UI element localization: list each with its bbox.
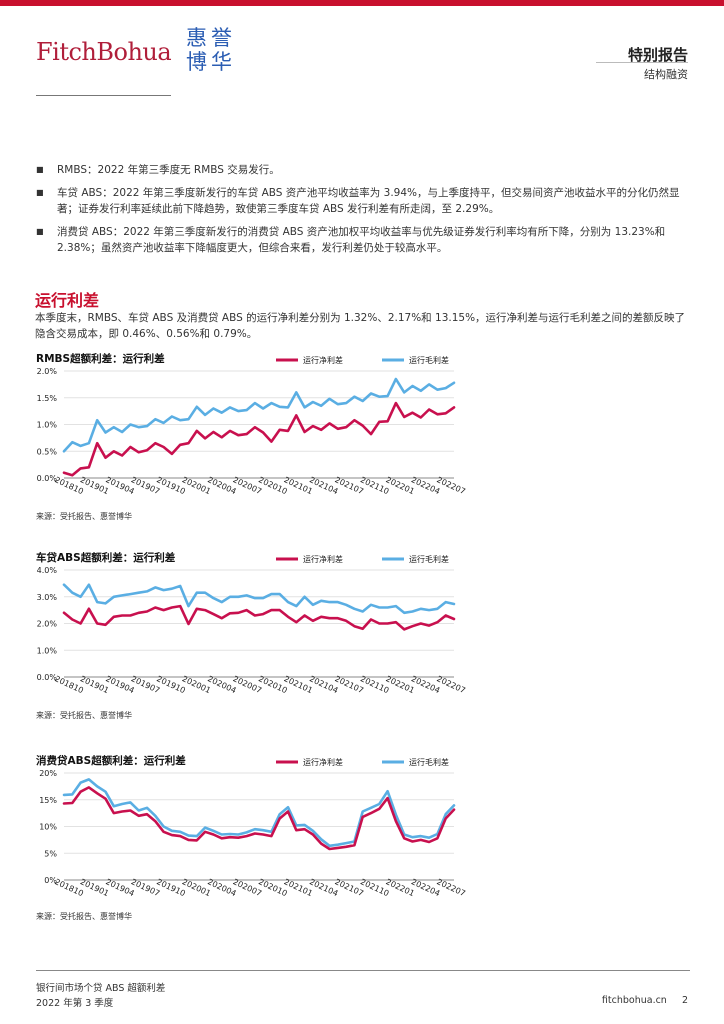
legend-label: 运行毛利差 bbox=[409, 355, 449, 365]
series-line-net bbox=[62, 786, 456, 851]
logo-chinese-seal: 惠誉博华 bbox=[186, 26, 236, 74]
report-type-title: 特别报告 bbox=[627, 46, 688, 64]
legend-label: 运行净利差 bbox=[303, 355, 343, 365]
y-tick-label: 0.0% bbox=[37, 474, 58, 483]
footer-site-link[interactable]: fitchbohua.cn bbox=[601, 995, 667, 1006]
y-tick-label: 0% bbox=[44, 876, 57, 885]
footer-divider bbox=[36, 970, 690, 971]
chart-source-note: 来源：受托报告、惠誉博华 bbox=[36, 912, 132, 921]
section-title: 运行利差 bbox=[35, 291, 100, 310]
series-line-gross bbox=[62, 377, 456, 453]
chart-title: 消费贷ABS超额利差：运行利差 bbox=[36, 754, 186, 767]
bullet-text: RMBS：2022 年第三季度无 RMBS 交易发行。 bbox=[57, 164, 280, 176]
y-tick-label: 0.0% bbox=[37, 673, 58, 682]
chart-title: RMBS超额利差：运行利差 bbox=[36, 352, 165, 365]
bullet-marker-icon: ■ bbox=[36, 165, 44, 174]
footer-report-period: 2022 年第 3 季度 bbox=[36, 998, 114, 1009]
series-line-gross bbox=[62, 778, 456, 848]
bullet-item: ■ RMBS：2022 年第三季度无 RMBS 交易发行。 bbox=[36, 162, 686, 178]
series-line-net bbox=[62, 401, 456, 477]
series-line-net bbox=[62, 604, 456, 631]
footer-site-and-page: fitchbohua.cn 2 bbox=[602, 995, 688, 1006]
bullet-text: 消费贷 ABS：2022 年第三季度新发行的消费贷 ABS 资产池加权平均收益率… bbox=[57, 226, 666, 254]
y-tick-label: 1.5% bbox=[37, 394, 58, 403]
consumer-abs-spread-chart: 消费贷ABS超额利差：运行利差 0% 5% 10% 15% 20% 201810 201901… bbox=[34, 754, 467, 906]
rmbs-chart-svg: RMBS超额利差：运行利差0.0%0.5%1.0%1.5%2.0%2018102… bbox=[36, 352, 467, 496]
consumer-abs-chart-svg: 消费贷ABS超额利差：运行利差0%5%10%15%20%201810201901… bbox=[36, 754, 467, 898]
chart-source-note: 来源：受托报告、惠誉博华 bbox=[36, 512, 132, 521]
series-line-gross bbox=[62, 583, 456, 615]
legend-label: 运行净利差 bbox=[303, 757, 343, 767]
top-brand-bar bbox=[0, 0, 724, 6]
report-category: 结构融资 bbox=[644, 68, 688, 81]
legend-label: 运行净利差 bbox=[303, 554, 343, 564]
y-tick-label: 1.0% bbox=[37, 421, 58, 430]
bullet-marker-icon: ■ bbox=[36, 227, 44, 236]
y-tick-label: 15% bbox=[39, 796, 57, 805]
section-body: 本季度末，RMBS、车贷 ABS 及消费贷 ABS 的运行净利差分别为 1.32… bbox=[35, 312, 686, 340]
y-tick-label: 5% bbox=[44, 849, 57, 858]
bullet-marker-icon: ■ bbox=[36, 188, 44, 197]
chart-title: 车贷ABS超额利差：运行利差 bbox=[36, 551, 176, 564]
auto-abs-spread-chart: 车贷ABS超额利差：运行利差 0.0% 1.0% 2.0% 3.0% 4.0% 201810… bbox=[34, 551, 467, 703]
page-number: 2 bbox=[681, 995, 688, 1006]
legend-label: 运行毛利差 bbox=[409, 554, 449, 564]
y-tick-label: 4.0% bbox=[37, 566, 58, 575]
logo-divider bbox=[36, 95, 171, 96]
y-tick-label: 0.5% bbox=[37, 447, 58, 456]
y-tick-label: 1.0% bbox=[37, 646, 58, 655]
logo-wordmark: FitchBohua bbox=[36, 38, 172, 66]
bullet-item: ■ 消费贷 ABS：2022 年第三季度新发行的消费贷 ABS 资产池加权平均收益… bbox=[36, 224, 686, 256]
y-tick-label: 2.0% bbox=[37, 367, 58, 376]
bullet-text: 车贷 ABS：2022 年第三季度新发行的车贷 ABS 资产池平均收益率为 3.… bbox=[57, 187, 680, 215]
y-tick-label: 3.0% bbox=[37, 593, 58, 602]
summary-bullet-list: ■ RMBS：2022 年第三季度无 RMBS 交易发行。 ■ 车贷 ABS：202… bbox=[36, 162, 686, 263]
y-tick-label: 20% bbox=[39, 769, 57, 778]
bullet-item: ■ 车贷 ABS：2022 年第三季度新发行的车贷 ABS 资产池平均收益率为 3… bbox=[36, 185, 686, 217]
rmbs-spread-chart: RMBS超额利差：运行利差 0.0% 0.5% 1.0% 1.5% 2.0% 201810 2… bbox=[34, 352, 467, 504]
footer-report-title: 银行间市场个贷 ABS 超额利差 bbox=[36, 983, 166, 994]
y-tick-label: 2.0% bbox=[37, 620, 58, 629]
y-tick-label: 10% bbox=[39, 823, 57, 832]
chart-source-note: 来源：受托报告、惠誉博华 bbox=[36, 711, 132, 720]
legend-label: 运行毛利差 bbox=[409, 757, 449, 767]
auto-abs-chart-svg: 车贷ABS超额利差：运行利差0.0%1.0%2.0%3.0%4.0%201810… bbox=[36, 551, 467, 695]
header-divider bbox=[596, 62, 688, 63]
